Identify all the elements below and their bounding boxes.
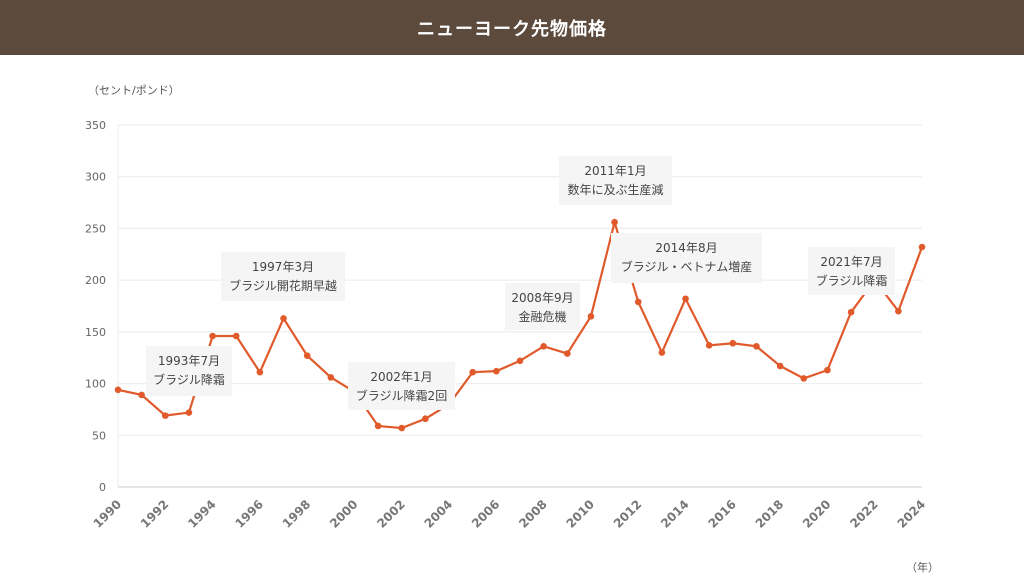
x-tick-label: 2022 bbox=[847, 497, 881, 531]
data-point bbox=[611, 218, 618, 226]
data-point bbox=[776, 362, 784, 370]
data-point bbox=[374, 422, 382, 430]
data-point bbox=[280, 315, 287, 322]
y-tick-label: 350 bbox=[85, 119, 106, 132]
annotation-date: 1993年7月 bbox=[158, 354, 220, 368]
x-tick-label: 2018 bbox=[753, 497, 787, 531]
annotation-box bbox=[221, 252, 345, 301]
data-point bbox=[658, 349, 666, 356]
x-tick-label: 2014 bbox=[658, 497, 692, 531]
annotation-event: 金融危機 bbox=[518, 309, 566, 324]
page-title: ニューヨーク先物価格 bbox=[0, 0, 1024, 55]
data-point bbox=[895, 307, 902, 315]
annotation-date: 1997年3月 bbox=[252, 260, 314, 274]
annotation-event: ブラジル降霜 bbox=[153, 372, 225, 387]
y-tick-label: 300 bbox=[85, 171, 106, 184]
data-point bbox=[540, 343, 547, 350]
data-point bbox=[847, 308, 855, 316]
x-tick-label: 2002 bbox=[374, 497, 408, 531]
data-point bbox=[753, 343, 760, 350]
data-point bbox=[422, 415, 429, 423]
annotation-event: ブラジル降霜2回 bbox=[356, 388, 447, 403]
annotation-date: 2002年1月 bbox=[370, 370, 432, 384]
annotation-box bbox=[611, 233, 762, 283]
y-tick-label: 250 bbox=[85, 222, 106, 235]
data-point bbox=[469, 368, 477, 376]
annotation-box bbox=[559, 156, 672, 205]
y-tick-label: 150 bbox=[85, 326, 106, 339]
data-point bbox=[634, 298, 642, 306]
data-point bbox=[138, 391, 145, 399]
data-point bbox=[563, 350, 571, 357]
x-tick-label: 2016 bbox=[705, 497, 739, 531]
annotation-box bbox=[808, 247, 895, 295]
y-axis-label: （セント/ポンド） bbox=[88, 84, 180, 97]
annotation-event: ブラジル降霜 bbox=[816, 273, 888, 288]
x-tick-label: 2000 bbox=[327, 497, 361, 531]
data-point bbox=[256, 368, 264, 376]
y-tick-label: 0 bbox=[99, 481, 106, 494]
annotation-event: ブラジル・ベトナム増産 bbox=[621, 259, 752, 274]
y-tick-label: 200 bbox=[85, 274, 106, 287]
data-point bbox=[303, 352, 311, 359]
x-tick-label: 1992 bbox=[138, 497, 172, 531]
x-tick-label: 2004 bbox=[422, 497, 456, 531]
x-tick-label: 1996 bbox=[232, 497, 266, 531]
data-point bbox=[398, 424, 406, 432]
y-tick-label: 50 bbox=[92, 429, 106, 442]
x-axis-label: （年） bbox=[906, 561, 939, 574]
x-tick-label: 2008 bbox=[516, 497, 550, 531]
x-tick-label: 2010 bbox=[564, 497, 598, 531]
y-tick-label: 100 bbox=[85, 378, 106, 391]
data-point bbox=[161, 412, 169, 419]
x-tick-label: 1990 bbox=[91, 497, 125, 531]
data-point bbox=[493, 367, 500, 375]
x-tick-label: 2020 bbox=[800, 497, 834, 531]
data-point bbox=[729, 339, 737, 347]
data-point bbox=[824, 366, 831, 374]
x-tick-label: 1998 bbox=[280, 497, 314, 531]
data-point bbox=[209, 332, 216, 340]
annotation-date: 2011年1月 bbox=[584, 164, 646, 178]
annotation-date: 2021年7月 bbox=[820, 255, 882, 269]
annotation-event: 数年に及ぶ生産減 bbox=[567, 182, 663, 197]
data-point bbox=[232, 332, 240, 340]
annotation-box bbox=[505, 283, 580, 330]
data-point bbox=[800, 375, 808, 382]
annotation-date: 2014年8月 bbox=[655, 241, 717, 255]
x-tick-label: 2024 bbox=[895, 497, 929, 531]
x-tick-label: 1994 bbox=[185, 497, 219, 531]
data-point bbox=[587, 313, 595, 320]
data-point bbox=[918, 243, 926, 251]
data-point bbox=[185, 409, 193, 416]
annotation-box bbox=[348, 362, 455, 410]
data-point bbox=[682, 295, 689, 303]
annotation-date: 2008年9月 bbox=[511, 291, 573, 305]
data-point bbox=[114, 386, 122, 394]
annotation-event: ブラジル開花期早越 bbox=[229, 278, 337, 293]
data-point bbox=[705, 342, 713, 349]
data-point bbox=[516, 357, 524, 365]
annotation-box bbox=[146, 346, 232, 396]
x-tick-label: 2012 bbox=[611, 497, 645, 531]
data-point bbox=[327, 374, 335, 381]
x-tick-label: 2006 bbox=[469, 497, 503, 531]
